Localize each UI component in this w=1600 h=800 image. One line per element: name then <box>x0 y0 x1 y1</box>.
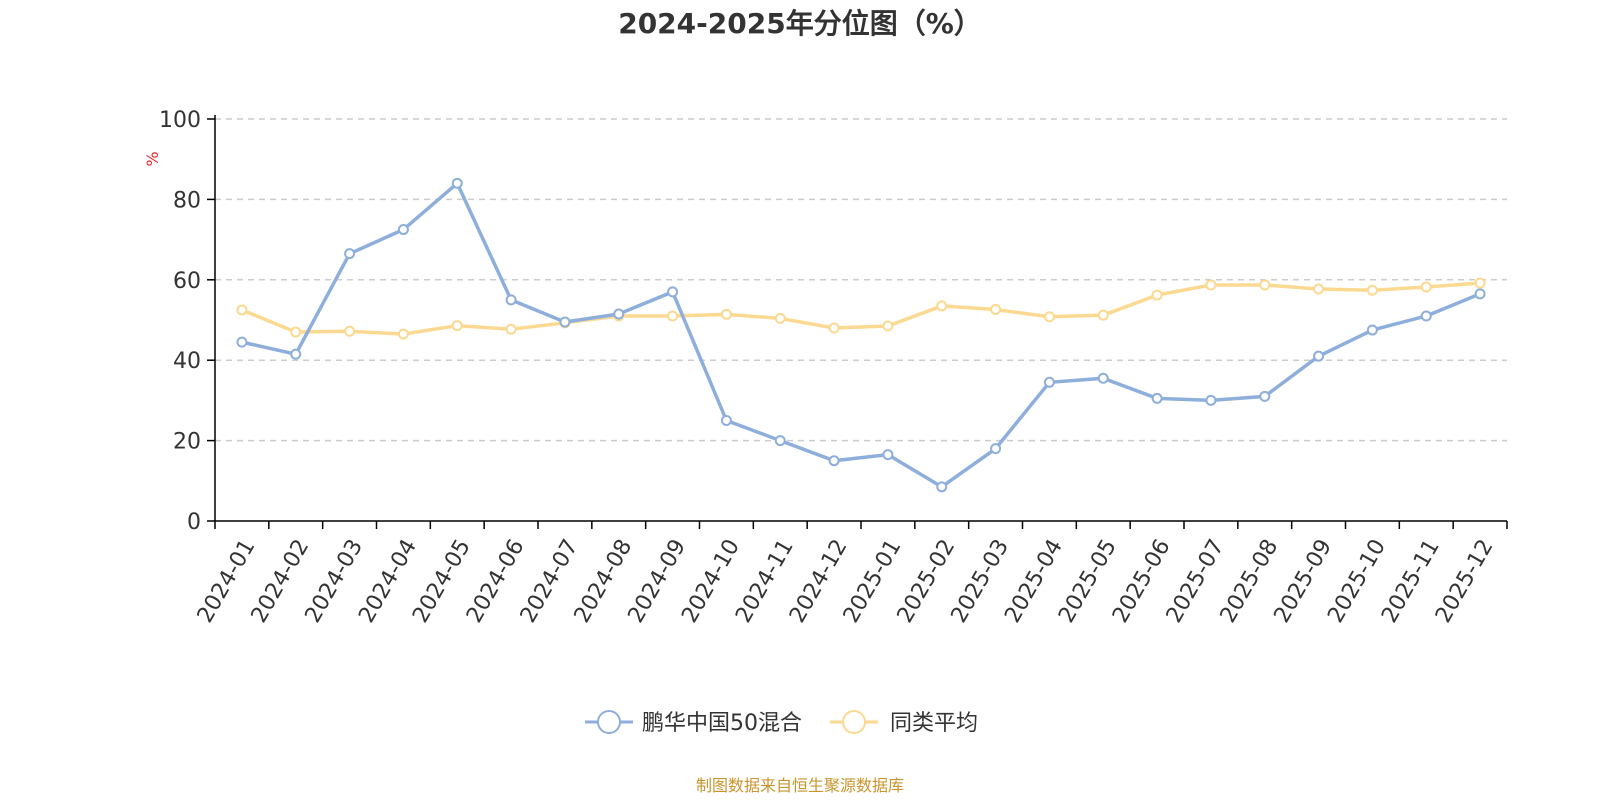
data-point <box>1474 288 1486 300</box>
data-point <box>720 308 732 320</box>
legend-label: 同类平均 <box>890 711 978 736</box>
series-layer <box>236 177 1486 493</box>
data-point <box>1313 283 1325 295</box>
y-axis-label: % <box>143 151 162 166</box>
data-point <box>1259 390 1271 402</box>
data-point <box>505 323 517 335</box>
data-point <box>1313 350 1325 362</box>
data-point <box>882 449 894 461</box>
data-point <box>720 415 732 426</box>
data-point <box>667 286 679 298</box>
legend-marker <box>597 710 621 734</box>
series-group <box>236 177 1486 493</box>
series-line <box>240 181 1482 489</box>
data-point <box>1420 310 1432 322</box>
data-point <box>451 177 463 189</box>
data-point <box>451 320 463 332</box>
data-point <box>1205 394 1217 406</box>
series-group <box>236 277 1486 340</box>
data-point <box>1259 279 1271 291</box>
data-point <box>1043 311 1055 323</box>
data-point <box>828 322 840 334</box>
series-line <box>240 281 1482 336</box>
data-point <box>990 304 1002 316</box>
data-point <box>559 316 571 328</box>
data-point <box>1151 289 1163 301</box>
legend[interactable]: 鹏华中国50混合 同类平均 <box>585 710 978 736</box>
legend-marker <box>842 710 866 734</box>
data-point <box>936 481 948 493</box>
data-point <box>290 326 302 338</box>
data-point <box>1366 324 1378 336</box>
data-point <box>505 294 517 306</box>
legend-label: 鹏华中国50混合 <box>642 711 802 736</box>
data-point <box>1151 392 1163 404</box>
data-point <box>990 443 1002 455</box>
data-point <box>1097 372 1109 384</box>
data-point <box>1474 277 1486 289</box>
legend-item[interactable]: 同类平均 <box>830 710 978 736</box>
data-point <box>1366 284 1378 296</box>
y-tick-label: 80 <box>173 188 201 213</box>
source-note: 制图数据来自恒生聚源数据库 <box>696 776 904 795</box>
y-tick-label: 40 <box>173 349 201 374</box>
data-point <box>1043 376 1055 388</box>
data-point <box>1097 309 1109 321</box>
data-point <box>828 455 840 467</box>
chart-title: 2024-2025年分位图（%） <box>618 7 982 40</box>
data-point <box>290 348 302 360</box>
data-point <box>236 336 248 348</box>
y-tick-label: 0 <box>187 510 201 535</box>
data-point <box>397 328 409 340</box>
data-point <box>397 224 409 236</box>
data-point <box>344 248 356 260</box>
data-point <box>774 312 786 324</box>
grid-lines <box>215 118 1507 442</box>
data-point <box>344 325 356 337</box>
data-point <box>1420 281 1432 293</box>
data-point <box>936 300 948 312</box>
data-point <box>1205 279 1217 291</box>
data-point <box>882 320 894 332</box>
data-point <box>774 435 786 447</box>
data-point <box>613 308 625 320</box>
legend-item[interactable]: 鹏华中国50混合 <box>585 710 802 736</box>
data-point <box>236 304 248 316</box>
y-tick-label: 20 <box>173 430 201 455</box>
y-tick-label: 100 <box>159 108 201 133</box>
y-tick-label: 60 <box>173 269 201 294</box>
data-point <box>667 310 679 322</box>
